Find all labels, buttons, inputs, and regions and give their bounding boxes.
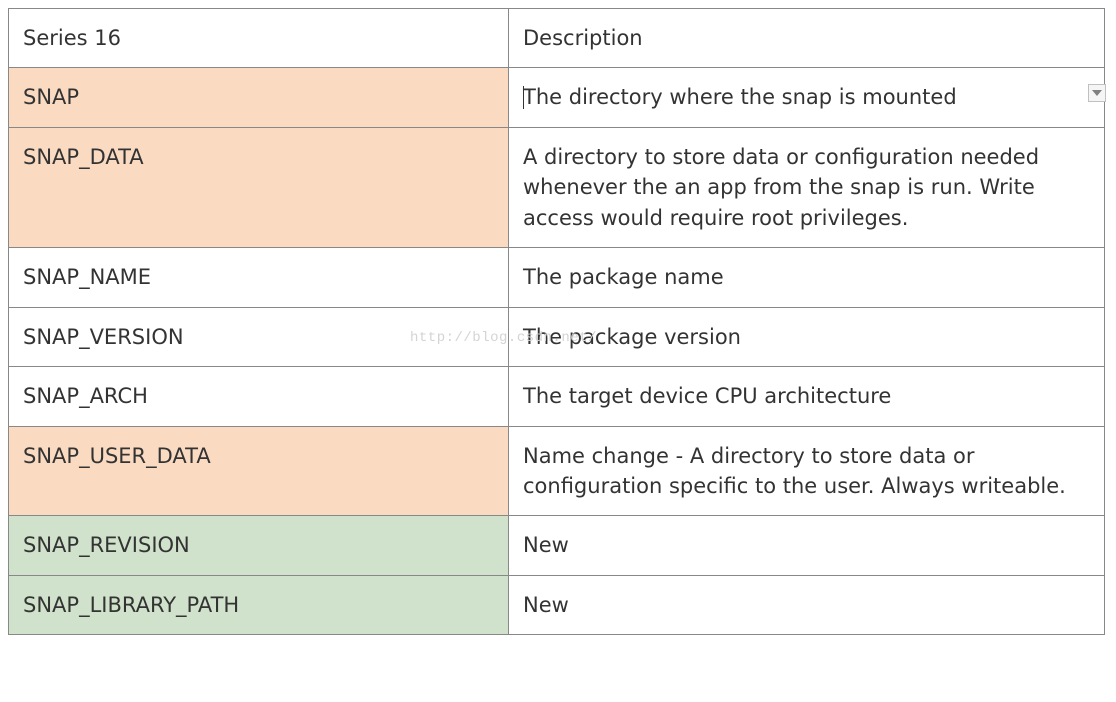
env-var-description[interactable]: The directory where the snap is mounted: [509, 68, 1105, 127]
env-var-description: The package name: [509, 248, 1105, 307]
table-row: SNAP_DATAA directory to store data or co…: [9, 127, 1105, 247]
env-var-description-text: The directory where the snap is mounted: [523, 85, 957, 109]
dropdown-icon[interactable]: [1088, 84, 1106, 102]
env-var-description: Name change - A directory to store data …: [509, 426, 1105, 516]
column-header-series: Series 16: [9, 9, 509, 68]
table-row: SNAP_REVISIONNew: [9, 516, 1105, 575]
table-row: SNAP_VERSION The package version: [9, 307, 1105, 366]
env-var-name: SNAP_USER_DATA: [9, 426, 509, 516]
env-vars-table: Series 16 Description SNAP The directory …: [8, 8, 1105, 635]
chevron-down-icon: [1092, 90, 1102, 96]
env-var-description: The package version: [509, 307, 1105, 366]
env-var-description: A directory to store data or configurati…: [509, 127, 1105, 247]
table-row: SNAP_USER_DATAName change - A directory …: [9, 426, 1105, 516]
env-var-name: SNAP: [9, 68, 509, 127]
env-var-description: New: [509, 575, 1105, 634]
column-header-description: Description: [509, 9, 1105, 68]
table-header-row: Series 16 Description: [9, 9, 1105, 68]
env-var-name: SNAP_NAME: [9, 248, 509, 307]
env-var-description: New: [509, 516, 1105, 575]
table-row: SNAP_NAME The package name: [9, 248, 1105, 307]
table-row: SNAP_ARCHThe target device CPU architect…: [9, 367, 1105, 426]
env-var-name: SNAP_VERSION: [9, 307, 509, 366]
env-var-description: The target device CPU architecture: [509, 367, 1105, 426]
env-var-name: SNAP_REVISION: [9, 516, 509, 575]
env-var-name: SNAP_DATA: [9, 127, 509, 247]
table-row: SNAP The directory where the snap is moun…: [9, 68, 1105, 127]
table-row: SNAP_LIBRARY_PATHNew: [9, 575, 1105, 634]
env-var-name: SNAP_ARCH: [9, 367, 509, 426]
env-var-name: SNAP_LIBRARY_PATH: [9, 575, 509, 634]
